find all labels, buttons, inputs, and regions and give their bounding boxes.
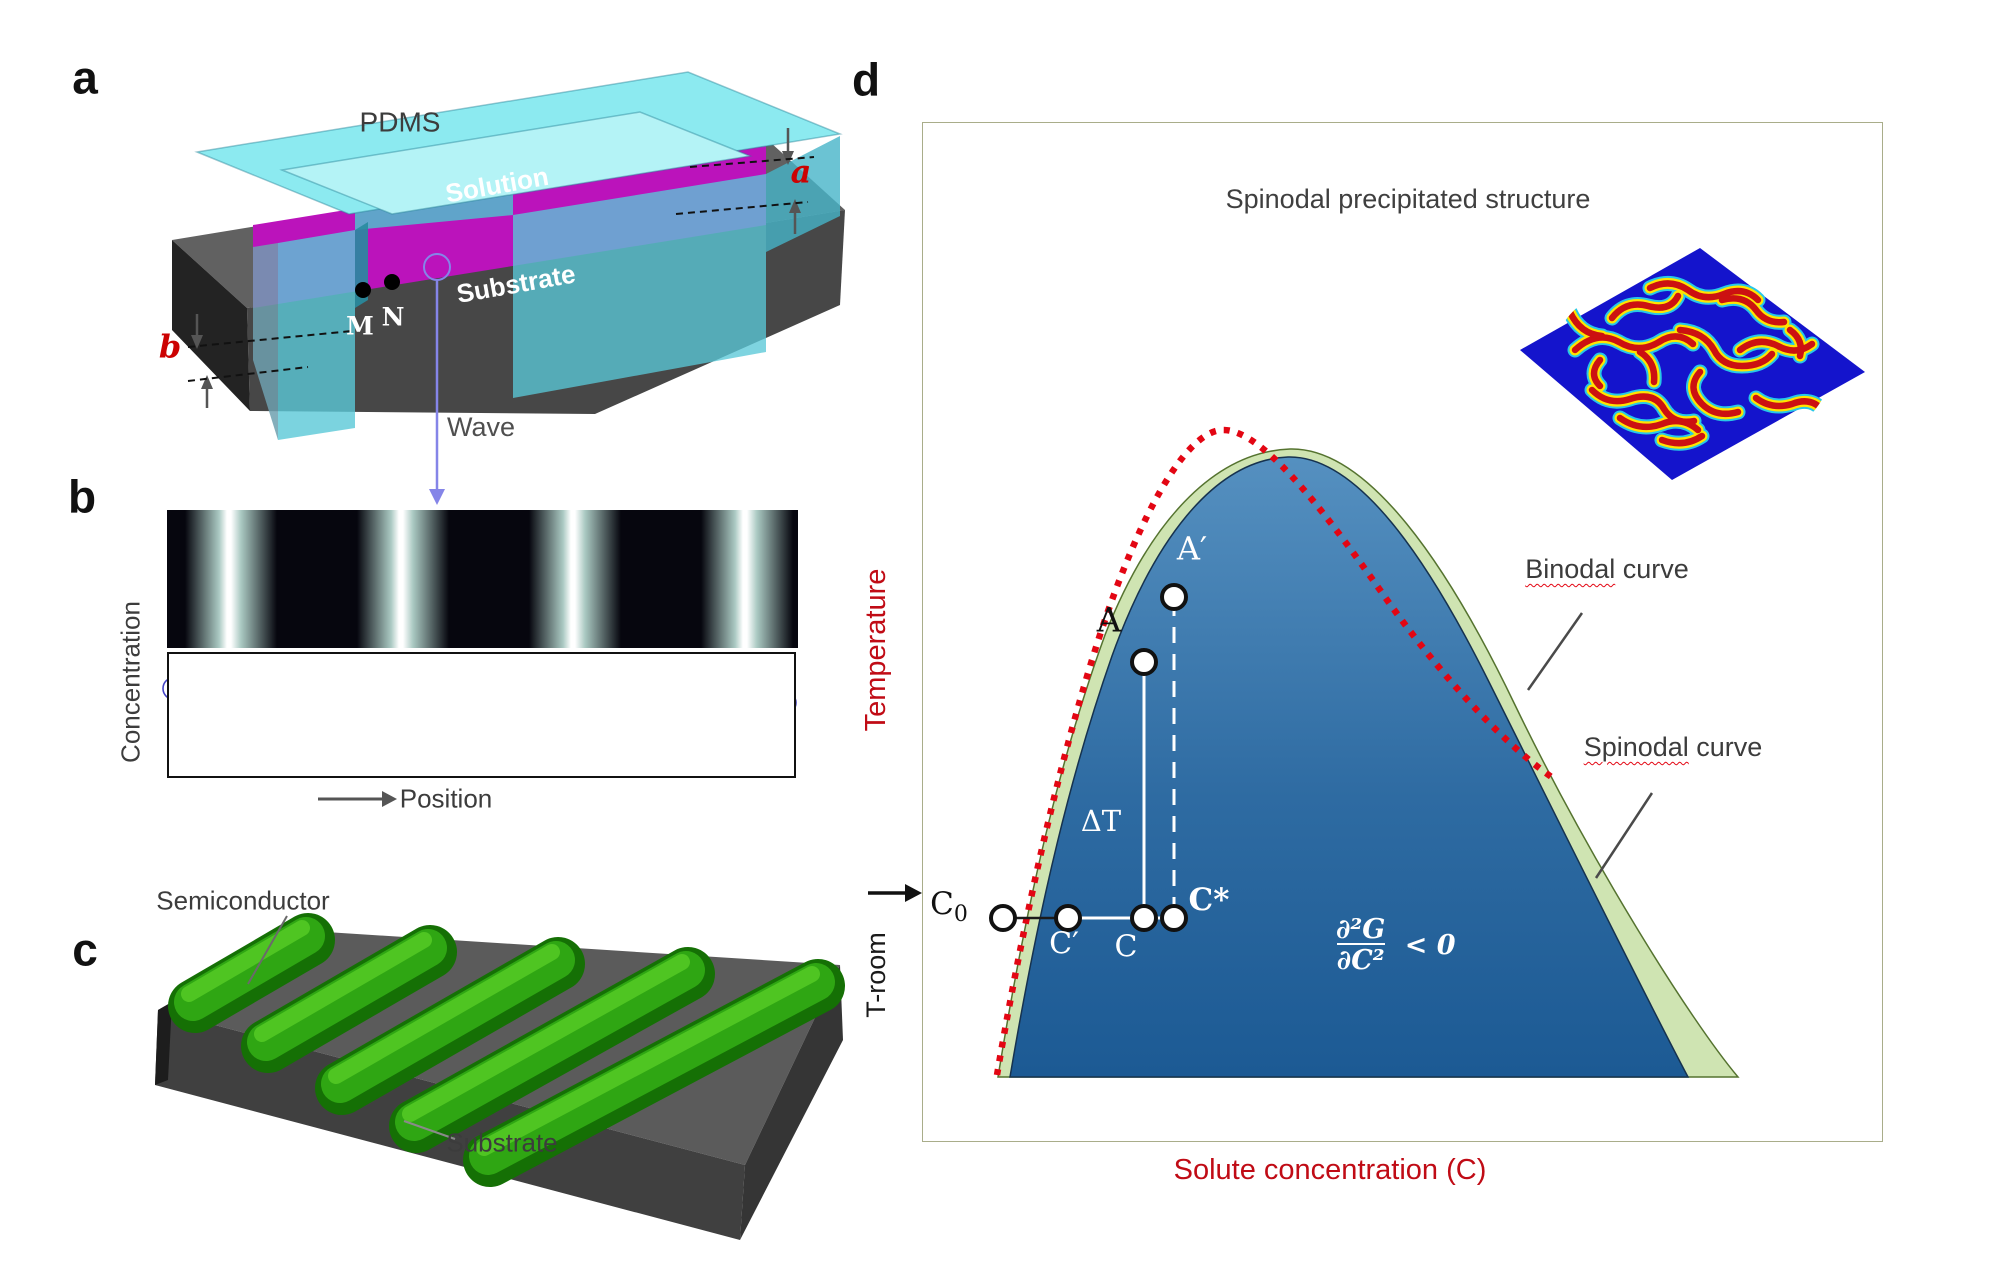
point-n-label: N	[381, 302, 405, 332]
binodal-rest: curve	[1615, 554, 1689, 585]
temperature-axis-label: Temperature	[860, 568, 893, 732]
dim-b-label: b	[158, 327, 182, 366]
label-C: C	[1114, 929, 1138, 965]
panel-c-label: c	[72, 923, 98, 976]
marker-A-prime	[1160, 583, 1188, 611]
dim-a-marks	[786, 128, 797, 234]
spinodal-curve-label: Spinodal curve	[1583, 732, 1763, 763]
panel-b-label: b	[67, 470, 97, 523]
marker-A	[1130, 648, 1158, 676]
formula-numerator: ∂²G	[1336, 914, 1386, 945]
panel-a-label: a	[72, 51, 98, 104]
label-delta-T: ΔT	[1080, 804, 1122, 839]
wave-arrowhead	[429, 489, 445, 505]
substrate-left-face	[172, 240, 250, 411]
c-substrate-right-face	[740, 965, 843, 1240]
panel-d-diagram	[868, 248, 1865, 1078]
formula-fraction: ∂²G ∂C²	[1336, 914, 1385, 976]
dim-b-arrow-down	[191, 335, 203, 349]
dim-b-arrow-up	[201, 375, 213, 389]
position-arrowhead	[382, 791, 397, 807]
binodal-pointer-line	[1526, 612, 1584, 691]
pdms-left-face	[253, 243, 278, 440]
spinodal-word: Spinodal	[1583, 732, 1689, 763]
formula-rhs: < 0	[1404, 929, 1456, 961]
c-substrate-label: Substrate	[446, 1127, 558, 1158]
spinodal-rest: curve	[1688, 732, 1763, 763]
dim-b-dashes	[187, 330, 353, 382]
label-C-prime: C′	[1049, 926, 1079, 962]
pdms-right-face	[766, 136, 840, 252]
semiconductor-pointer-line	[247, 915, 288, 985]
dim-a-label: a	[790, 152, 812, 191]
pdms-front-right-block	[513, 174, 766, 398]
t-room-label: T-room	[861, 932, 892, 1018]
spinodal-pointer-line	[1594, 792, 1654, 879]
d-title: Spinodal precipitated structure	[1225, 184, 1591, 215]
point-m-label: M	[346, 311, 374, 341]
pdms-top-plateau	[279, 111, 753, 215]
label-A: A	[1096, 600, 1122, 641]
marker-C-prime	[1054, 904, 1082, 932]
label-C0-sub: 0	[953, 902, 968, 927]
binodal-word: Binodal	[1525, 554, 1616, 585]
solute-concentration-axis-label: Solute concentration (C)	[1173, 1154, 1487, 1187]
red-dotted-curve	[993, 426, 1555, 1076]
semiconductor-stripes	[168, 913, 845, 1187]
label-A-prime: A′	[1176, 529, 1208, 568]
point-m-dot	[355, 282, 371, 298]
marker-C-star	[1160, 904, 1188, 932]
solution-layer	[253, 142, 766, 308]
dim-a-dashes	[675, 156, 815, 215]
label-C0-base: C	[930, 885, 954, 922]
panel-c-schematic	[155, 913, 845, 1240]
pdms-label: PDMS	[359, 106, 441, 138]
panel-a-schematic	[172, 71, 845, 505]
concentration-stripe-band	[167, 510, 798, 648]
binodal-curve-label: Binodal curve	[1525, 554, 1689, 585]
point-markers	[989, 583, 1188, 932]
dim-b-marks	[195, 314, 209, 408]
marker-C0	[989, 904, 1017, 932]
marker-C	[1130, 904, 1158, 932]
formula-denominator: ∂C²	[1336, 943, 1385, 976]
label-C-star: C*	[1188, 881, 1230, 918]
free-energy-condition-formula: ∂²G ∂C² < 0	[1336, 914, 1456, 976]
inset-base-diamond	[1520, 248, 1865, 480]
phase-diagram-frame	[922, 122, 1883, 1142]
pdms-front-left-block	[278, 230, 355, 440]
semiconductor-label: Semiconductor	[156, 885, 330, 916]
c0-arrowhead	[905, 884, 922, 902]
spinodal-structure-inset	[1520, 248, 1865, 480]
c-substrate-left-edge	[155, 1002, 172, 1085]
concentration-axis-label: Concentration	[115, 601, 146, 763]
wave-label: Wave	[446, 412, 516, 443]
wave-plot-frame	[167, 652, 796, 778]
panel-d-label: d	[851, 53, 881, 106]
label-C0: C0	[930, 887, 968, 927]
position-axis-label: Position	[399, 783, 493, 814]
dim-a-arrow-down	[782, 151, 794, 165]
dim-a-arrow-up	[789, 199, 801, 213]
point-n-dot	[384, 274, 400, 290]
c-substrate-pointer-line	[403, 1120, 456, 1140]
